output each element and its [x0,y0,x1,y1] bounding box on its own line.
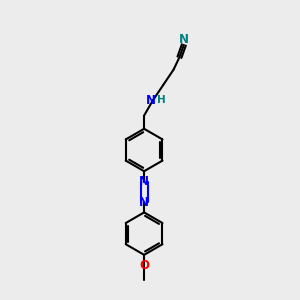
Text: H: H [157,95,166,105]
Text: N: N [139,175,148,188]
Text: N: N [146,94,156,107]
Text: N: N [139,196,148,208]
Text: N: N [179,33,189,46]
Text: O: O [139,259,149,272]
